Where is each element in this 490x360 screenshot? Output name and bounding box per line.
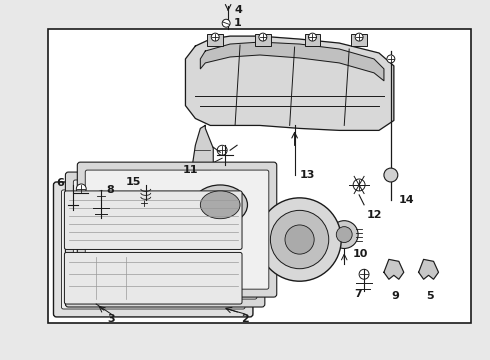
- FancyBboxPatch shape: [53, 182, 253, 317]
- Circle shape: [387, 55, 395, 63]
- Circle shape: [359, 269, 369, 279]
- Circle shape: [211, 33, 219, 41]
- Text: 15: 15: [126, 177, 141, 187]
- Circle shape: [285, 225, 314, 254]
- FancyBboxPatch shape: [65, 172, 265, 307]
- Circle shape: [384, 168, 398, 182]
- Text: 8: 8: [106, 185, 114, 195]
- FancyBboxPatch shape: [77, 162, 277, 297]
- FancyBboxPatch shape: [85, 170, 269, 289]
- FancyBboxPatch shape: [61, 190, 245, 309]
- Circle shape: [309, 33, 317, 41]
- Text: 3: 3: [107, 314, 115, 324]
- Text: 2: 2: [241, 314, 249, 324]
- Circle shape: [76, 184, 86, 194]
- Polygon shape: [185, 36, 394, 130]
- Text: 14: 14: [399, 195, 415, 205]
- Text: 5: 5: [427, 291, 434, 301]
- Text: 11: 11: [183, 165, 198, 175]
- Polygon shape: [200, 42, 384, 81]
- Circle shape: [355, 33, 363, 41]
- Polygon shape: [193, 125, 213, 195]
- Circle shape: [353, 179, 365, 191]
- FancyBboxPatch shape: [64, 191, 242, 249]
- Polygon shape: [384, 260, 404, 279]
- Text: 10: 10: [353, 249, 368, 260]
- FancyBboxPatch shape: [64, 252, 242, 304]
- FancyBboxPatch shape: [74, 180, 257, 299]
- Circle shape: [222, 19, 230, 27]
- Polygon shape: [418, 260, 439, 279]
- Circle shape: [336, 227, 352, 243]
- Text: 9: 9: [392, 291, 400, 301]
- Circle shape: [140, 199, 148, 207]
- Bar: [255, 34, 271, 46]
- Circle shape: [96, 191, 106, 201]
- Circle shape: [270, 210, 329, 269]
- Circle shape: [258, 198, 341, 281]
- Text: 4: 4: [234, 5, 242, 15]
- Circle shape: [330, 221, 358, 248]
- Text: 12: 12: [367, 210, 383, 220]
- Bar: [207, 34, 223, 46]
- Bar: [48, 29, 471, 323]
- Bar: [305, 34, 320, 46]
- Circle shape: [217, 145, 227, 155]
- Ellipse shape: [193, 185, 247, 225]
- Bar: [351, 34, 367, 46]
- Circle shape: [259, 33, 267, 41]
- Text: 6: 6: [56, 178, 64, 188]
- Text: 7: 7: [354, 289, 362, 299]
- Text: 1: 1: [234, 18, 242, 28]
- Ellipse shape: [200, 191, 240, 219]
- Text: 13: 13: [299, 170, 315, 180]
